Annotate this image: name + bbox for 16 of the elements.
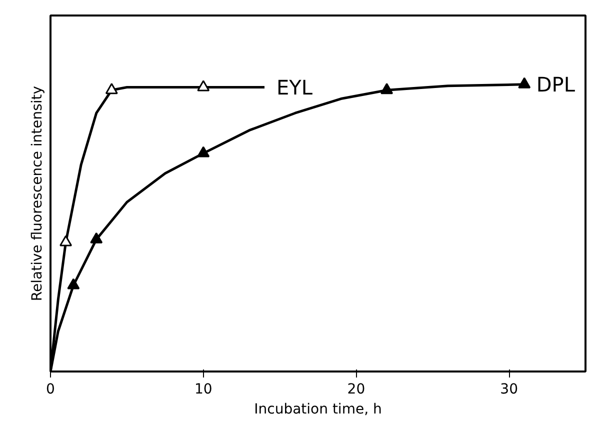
point [197, 146, 210, 158]
y-axis-title: Relative fluorescence intensity [30, 86, 46, 302]
x-tick-label: 10 [194, 382, 212, 398]
series-label: DPL [536, 72, 576, 96]
point [197, 80, 210, 92]
point [518, 77, 531, 88]
series-label: EYL [276, 75, 314, 100]
point [380, 83, 394, 94]
x-tick-label: 0 [46, 382, 55, 398]
point [105, 83, 118, 94]
point [60, 235, 72, 246]
x-tick-label: 30 [500, 382, 518, 398]
x-tick-label: 20 [347, 382, 366, 398]
point [67, 278, 80, 290]
x-axis-title: Incubation time, h [254, 402, 382, 418]
point [90, 232, 103, 244]
